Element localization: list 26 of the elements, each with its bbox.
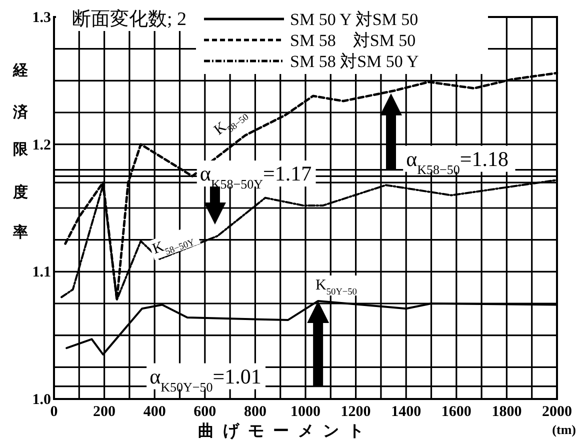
x-tick-label: 1000: [290, 404, 320, 420]
legend-title: 断面変化数; 2: [72, 8, 187, 30]
y-tick-label: 1.2: [32, 137, 51, 154]
x-tick-label: 2000: [542, 404, 572, 420]
x-tick-label: 400: [143, 404, 166, 420]
y-axis-title: 経済限度率: [12, 50, 30, 250]
x-tick-label: 600: [194, 404, 216, 420]
x-tick-label: 800: [244, 404, 266, 420]
y-tick-label: 1.1: [32, 264, 51, 281]
y-tick-label: 1.0: [32, 392, 51, 408]
annotation: K$_{50Y−50}$: [316, 277, 358, 298]
legend-label: SM 58 対SM 50: [290, 31, 416, 50]
ref-line-label: α$_{K58−50Y}$=1.17: [200, 162, 312, 192]
x-tick-label: 0: [50, 404, 58, 420]
text: (tm): [552, 422, 576, 437]
ref-line-label: α$_{K50Y−50}$=1.01: [150, 364, 262, 394]
y-tick-label: 1.3: [32, 10, 51, 26]
ref-line-label: α$_{K58−50}$=1.18: [406, 146, 508, 176]
legend-label: SM 58 対SM 50 Y: [290, 52, 419, 71]
x-tick-label: 1600: [441, 404, 472, 420]
x-tick-label: 1400: [391, 404, 422, 420]
legend-label: SM 50 Y 対SM 50: [290, 10, 418, 29]
x-axis-title: 曲げモーメント: [198, 422, 373, 440]
x-tick-label: 1200: [340, 404, 371, 420]
x-tick-label: 200: [93, 404, 116, 420]
x-tick-label: 1800: [492, 404, 522, 420]
